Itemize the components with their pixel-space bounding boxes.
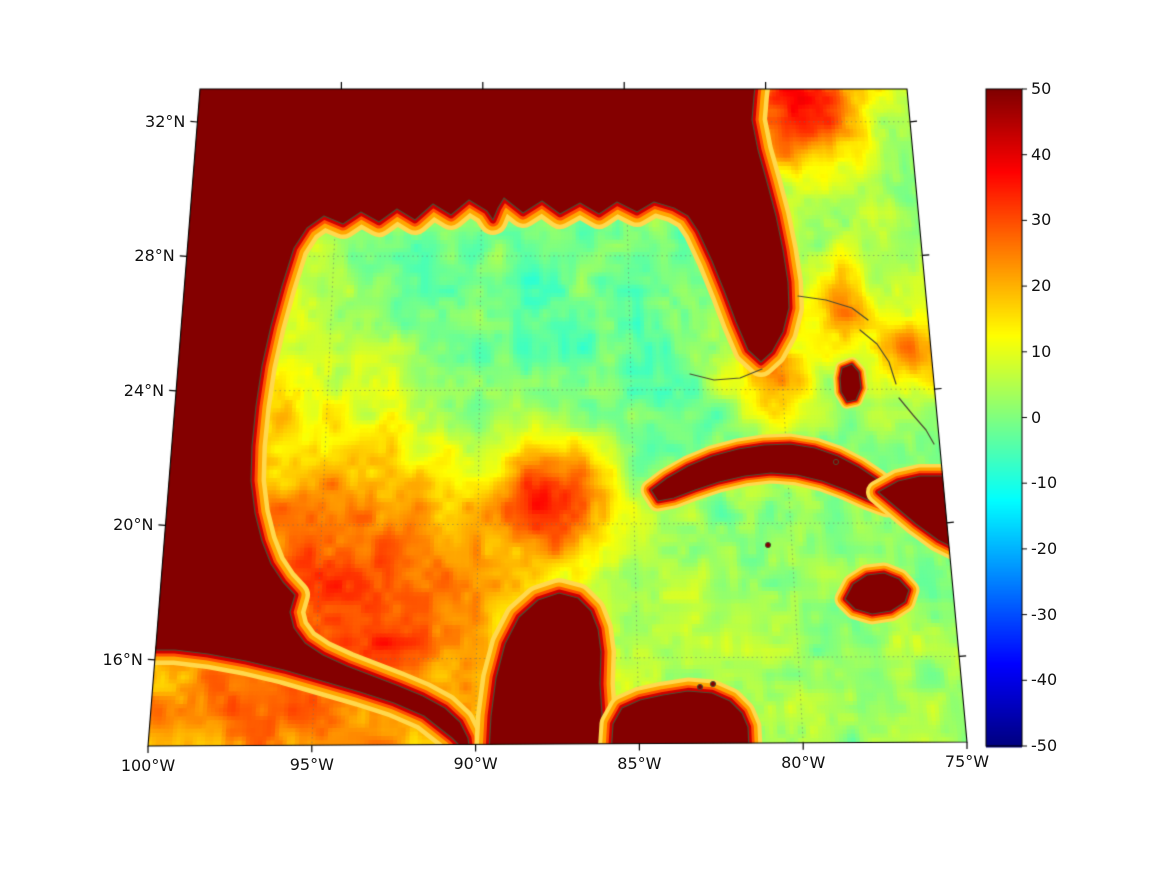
colorbar-tick-label: 10: [1031, 341, 1052, 361]
colorbar-tick-label: 40: [1031, 144, 1052, 164]
lat-tick-label: 32°N: [145, 111, 186, 131]
lon-tick-label: 100°W: [120, 756, 176, 775]
lon-tick-label: 75°W: [944, 752, 990, 771]
colorbar-tick-label: 30: [1031, 210, 1052, 230]
colorbar-tick-label: -20: [1031, 538, 1058, 558]
lon-tick-label: 90°W: [453, 754, 498, 774]
lon-tick-label: 80°W: [781, 752, 826, 772]
colorbar-tick-label: -40: [1031, 670, 1058, 690]
lon-tick-label: 95°W: [289, 755, 334, 775]
lat-tick-label: 24°N: [123, 380, 165, 400]
colorbar-tick-label: 50: [1031, 79, 1052, 98]
colorbar-tick-label: 0: [1031, 407, 1042, 427]
colorbar-tick-label: -30: [1031, 604, 1058, 624]
lat-tick-label: 20°N: [113, 515, 154, 535]
colorbar-tick-label: -10: [1031, 473, 1058, 493]
colorbar-tick-label: 20: [1031, 276, 1052, 296]
lat-tick-label: 16°N: [102, 649, 143, 669]
lat-tick-label: 28°N: [134, 246, 175, 266]
colorbar-tick-label: -50: [1031, 736, 1058, 755]
lon-tick-label: 85°W: [617, 753, 662, 773]
